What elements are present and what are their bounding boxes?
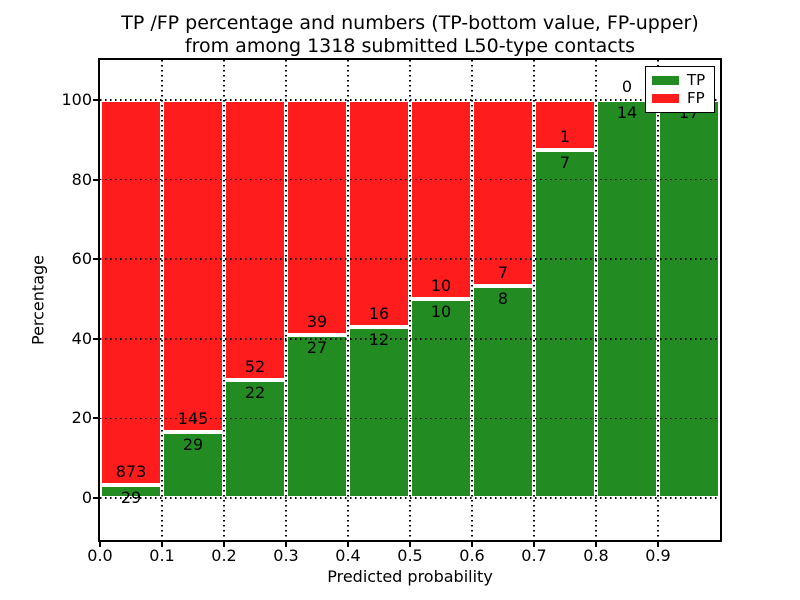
- bar-fp-segment: [410, 100, 472, 299]
- x-tick-label: 0.1: [149, 546, 175, 565]
- bar-fp-segment: [100, 100, 162, 486]
- v-gridline: [223, 60, 225, 540]
- x-tick-label: 0.3: [273, 546, 299, 565]
- v-gridline: [533, 60, 535, 540]
- bar-tp-count-label: 29: [120, 488, 142, 508]
- x-tick-mark: [409, 540, 411, 547]
- bar-tp-count-label: 29: [182, 434, 204, 454]
- x-axis-label: Predicted probability: [327, 567, 493, 586]
- legend-swatch-tp: [652, 75, 679, 85]
- bar-tp-count-label: 27: [306, 338, 328, 358]
- legend-label: FP: [687, 89, 705, 108]
- x-tick-label: 0.4: [335, 546, 361, 565]
- bar-tp-count-label: 7: [559, 152, 571, 172]
- v-gridline: [161, 60, 163, 540]
- x-tick-mark: [471, 540, 473, 547]
- bar-tp-count-label: 12: [368, 330, 390, 350]
- bar-tp-segment: [162, 431, 224, 498]
- bar-fp-segment: [286, 100, 348, 336]
- bar-fp-segment: [348, 100, 410, 328]
- x-tick-mark: [595, 540, 597, 547]
- bar-fp-count-label: 1: [559, 126, 571, 146]
- legend-entry: FP: [652, 91, 708, 106]
- x-tick-mark: [657, 540, 659, 547]
- bar-tp-segment: [410, 299, 472, 498]
- x-tick-label: 0.0: [87, 546, 113, 565]
- bar-fp-count-label: 0: [621, 77, 633, 96]
- bar-fp-segment: [162, 100, 224, 432]
- v-gridline: [285, 60, 287, 540]
- bar-tp-segment: [534, 149, 596, 498]
- bar-tp-segment: [658, 100, 720, 498]
- bar-tp-count-label: 8: [497, 288, 509, 308]
- y-tick-mark: [93, 417, 100, 420]
- bar-tp-segment: [224, 379, 286, 498]
- bar-fp-segment: [472, 100, 534, 286]
- bar-fp-count-label: 10: [430, 276, 452, 295]
- x-tick-mark: [161, 540, 163, 547]
- y-tick-label: 60: [71, 249, 92, 269]
- bar-tp-segment: [472, 285, 534, 498]
- bar-fp-count-label: 52: [244, 356, 266, 376]
- bar-tp-count-label: 10: [430, 302, 452, 321]
- bar-fp-count-label: 145: [177, 408, 209, 428]
- bar-fp-count-label: 7: [497, 262, 509, 282]
- bar-fp-count-label: 16: [368, 304, 390, 324]
- bar-fp-segment: [534, 100, 596, 150]
- x-tick-mark: [223, 540, 225, 547]
- v-gridline: [657, 60, 659, 540]
- bar-tp-segment: [286, 335, 348, 498]
- legend-label: TP: [687, 70, 706, 89]
- bar-tp-count-label: 22: [244, 382, 266, 402]
- legend-entry: TP: [652, 70, 708, 89]
- bar-fp-count-label: 873: [115, 462, 147, 482]
- legend-swatch-fp: [652, 94, 679, 104]
- y-tick-label: 100: [61, 90, 92, 109]
- x-tick-mark: [533, 540, 535, 547]
- y-tick-mark: [93, 99, 100, 101]
- y-tick-mark: [93, 178, 100, 181]
- bar-fp-count-label: 39: [306, 312, 328, 332]
- bar-tp-segment: [348, 327, 410, 498]
- chart-title-line2: from among 1318 submitted L50-type conta…: [184, 35, 636, 57]
- v-gridline: [471, 60, 473, 540]
- x-tick-label: 0.6: [459, 546, 485, 565]
- y-tick-mark: [93, 497, 100, 499]
- chart-title: TP /FP percentage and numbers (TP-bottom…: [121, 12, 699, 58]
- x-tick-label: 0.7: [521, 546, 547, 565]
- y-tick-label: 40: [71, 328, 92, 348]
- bar-fp-segment: [224, 100, 286, 380]
- y-tick-label: 20: [71, 408, 92, 428]
- bar-tp-count-label: 14: [616, 103, 638, 122]
- chart-title-line1: TP /FP percentage and numbers (TP-bottom…: [121, 12, 699, 34]
- y-tick-label: 80: [71, 169, 92, 189]
- x-tick-mark: [285, 540, 287, 547]
- x-tick-label: 0.5: [397, 546, 423, 565]
- x-tick-label: 0.8: [583, 546, 609, 565]
- v-gridline: [347, 60, 349, 540]
- bar-tp-segment: [596, 100, 658, 498]
- v-gridline: [409, 60, 411, 540]
- y-tick-label: 0: [81, 488, 92, 507]
- y-tick-mark: [93, 337, 100, 340]
- x-tick-mark: [99, 540, 101, 547]
- y-tick-mark: [93, 258, 100, 261]
- x-tick-mark: [347, 540, 349, 547]
- x-tick-label: 0.9: [645, 546, 671, 565]
- v-gridline: [595, 60, 597, 540]
- x-tick-label: 0.2: [211, 546, 237, 565]
- bar-tp-segment: [100, 485, 162, 498]
- legend: TP FP: [645, 66, 715, 113]
